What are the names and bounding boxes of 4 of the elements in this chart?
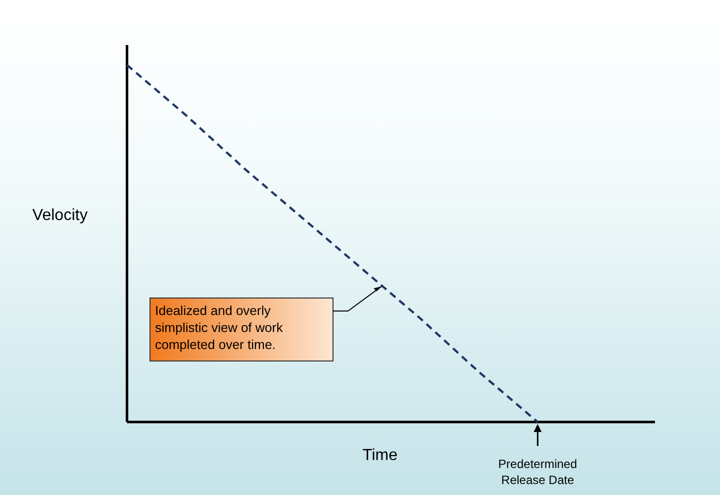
y-axis-title: Velocity bbox=[32, 207, 88, 224]
annotation: Idealized and overly simplistic view of work completed over time. bbox=[155, 303, 284, 352]
text: Predetermined Release Date bbox=[498, 457, 578, 487]
x-axis-title: Time bbox=[362, 447, 398, 464]
